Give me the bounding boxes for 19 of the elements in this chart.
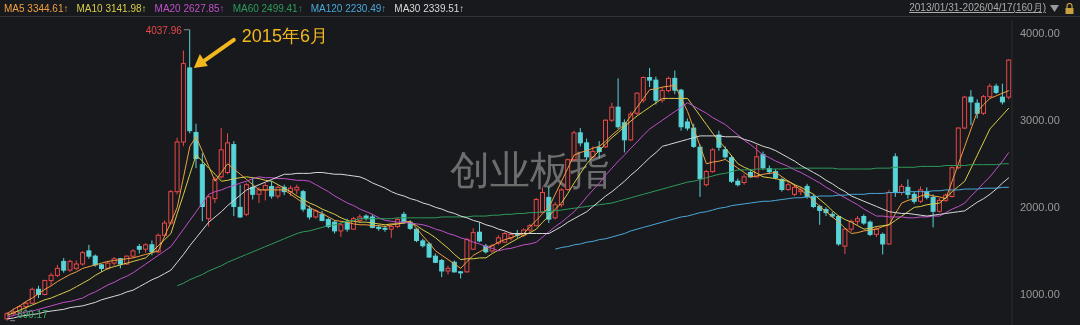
candlestick bbox=[880, 232, 886, 255]
candlestick bbox=[999, 83, 1005, 106]
candlestick bbox=[968, 89, 974, 126]
y-tick-label: 4000.00 bbox=[1020, 26, 1060, 39]
text: MA30 2339.51↑ bbox=[394, 2, 465, 14]
text: MA60 2499.41↑ bbox=[232, 2, 303, 14]
text: MA10 3141.98↑ bbox=[76, 2, 147, 14]
candlestick bbox=[237, 184, 243, 219]
text: 2013/01/31-2026/04/17(160月) bbox=[909, 1, 1046, 15]
text: MA120 2230.49↑ bbox=[310, 2, 387, 14]
candlestick bbox=[256, 186, 262, 204]
y-tick-label: 3000.00 bbox=[1020, 114, 1060, 127]
y-tick-label: 1000.00 bbox=[1020, 288, 1060, 301]
annotation: 2015年6月 bbox=[241, 25, 328, 46]
text: MA5 3344.61↑ bbox=[4, 2, 69, 14]
text: MA20 2627.85↑ bbox=[154, 2, 225, 14]
y-tick-label: 2000.00 bbox=[1020, 201, 1060, 214]
candlestick bbox=[250, 177, 256, 201]
annotation: 4037.96 bbox=[145, 24, 183, 36]
